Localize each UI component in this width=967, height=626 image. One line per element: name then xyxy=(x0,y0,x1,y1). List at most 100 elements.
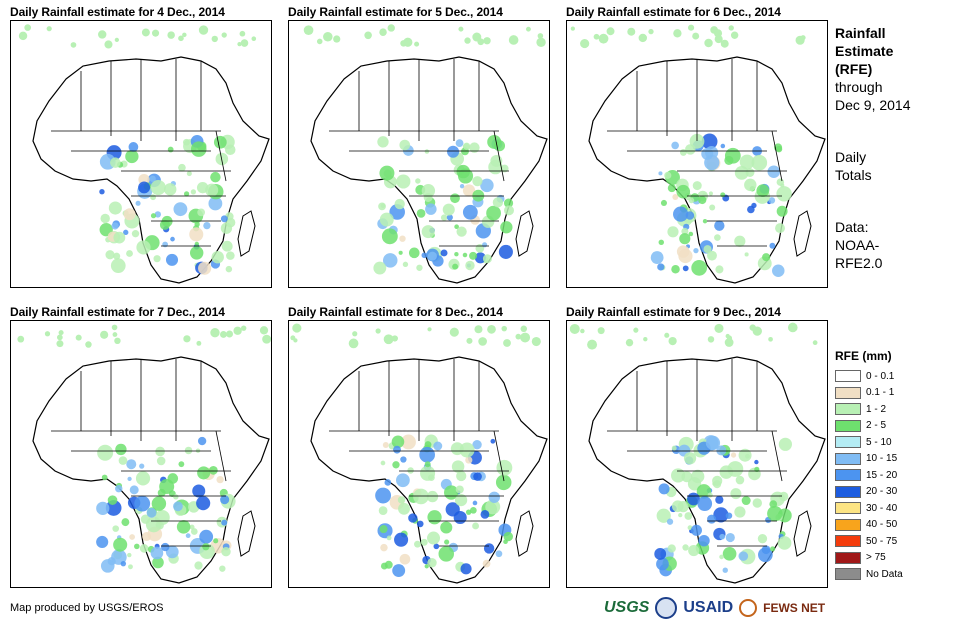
info-title-line: Rainfall xyxy=(835,25,886,41)
rain-cell xyxy=(725,532,735,543)
rain-cell xyxy=(466,337,473,344)
legend-item: 2 - 5 xyxy=(835,418,960,435)
map-panel-dec6: Daily Rainfall estimate for 6 Dec., 2014 xyxy=(566,4,828,288)
rain-cell xyxy=(728,25,734,31)
rain-cell xyxy=(386,535,392,541)
rain-cell xyxy=(182,32,187,38)
rain-cell xyxy=(408,247,420,259)
rain-cell xyxy=(450,193,460,204)
rain-cell xyxy=(400,40,407,47)
rain-cell xyxy=(593,33,600,40)
rain-cell xyxy=(503,198,514,208)
rain-cell xyxy=(427,531,441,545)
info-data-source: NOAA- xyxy=(835,237,880,253)
rain-cell xyxy=(398,250,403,255)
rain-cell xyxy=(183,191,190,197)
rain-cell xyxy=(493,140,506,152)
rain-cell xyxy=(495,474,512,491)
rain-cell xyxy=(474,252,486,264)
legend-label: 1 - 2 xyxy=(866,403,887,415)
rain-cell xyxy=(537,33,544,39)
rain-cell xyxy=(679,149,687,156)
rain-cell xyxy=(421,225,435,239)
rain-cell xyxy=(650,251,664,264)
rain-cell xyxy=(110,258,126,274)
legend-swatch xyxy=(835,485,861,498)
africa-outline xyxy=(588,56,826,284)
rain-cell xyxy=(219,565,226,572)
rain-cell xyxy=(472,522,480,530)
rain-cell xyxy=(379,28,387,36)
rain-cell xyxy=(688,197,695,204)
legend-item: 10 - 15 xyxy=(835,451,960,468)
agency-logos: USGS USAID FEWS NET xyxy=(604,594,825,622)
rain-cell xyxy=(710,26,718,34)
rain-cell xyxy=(776,186,792,202)
rain-cell xyxy=(705,435,721,451)
rain-cell xyxy=(469,142,480,153)
rain-cell xyxy=(643,336,648,342)
rain-cell xyxy=(134,495,151,512)
rain-cell xyxy=(113,252,121,260)
rain-cell xyxy=(688,544,700,557)
rain-cell xyxy=(100,213,110,224)
rain-cell xyxy=(197,466,211,480)
rain-cell xyxy=(205,183,219,197)
rain-cell xyxy=(520,332,531,343)
rain-cell xyxy=(681,227,689,235)
rain-cell xyxy=(398,502,410,515)
rain-cell xyxy=(730,488,742,500)
rain-cell xyxy=(716,445,727,456)
rain-cell xyxy=(446,214,453,221)
rain-cell xyxy=(587,339,598,350)
legend-item: 0.1 - 1 xyxy=(835,385,960,402)
rainfall-map xyxy=(288,20,550,288)
rain-cell xyxy=(135,200,141,206)
rain-cell xyxy=(687,477,702,491)
rain-cell xyxy=(173,501,183,512)
rain-cell xyxy=(463,142,471,150)
rain-cell xyxy=(719,554,724,560)
rain-cell xyxy=(190,189,197,195)
rain-cell xyxy=(209,465,218,475)
rain-cell xyxy=(380,562,388,570)
rain-cell xyxy=(237,42,242,47)
country-border xyxy=(215,430,227,482)
rain-cell xyxy=(707,336,715,343)
rain-cell xyxy=(787,322,798,333)
rain-cell xyxy=(112,332,118,337)
rain-cell xyxy=(714,220,725,231)
rain-cell xyxy=(671,141,679,150)
rain-cell xyxy=(671,445,677,451)
legend-item: No Data xyxy=(835,566,960,583)
map-panel-dec5: Daily Rainfall estimate for 5 Dec., 2014 xyxy=(288,4,550,288)
rain-cell xyxy=(399,139,411,151)
rain-cell xyxy=(316,38,323,45)
rain-cell xyxy=(352,331,358,337)
country-border xyxy=(771,130,783,182)
rain-cell xyxy=(220,495,230,505)
rain-cell xyxy=(454,224,459,230)
madagascar-outline xyxy=(237,210,256,257)
rain-cell xyxy=(56,334,63,341)
rain-cell xyxy=(458,168,474,184)
rain-cell xyxy=(400,456,407,463)
rainfall-field xyxy=(569,322,818,577)
legend-item: 50 - 75 xyxy=(835,533,960,550)
rain-cell xyxy=(120,560,127,567)
rain-cell xyxy=(210,171,221,183)
legend-label: 0.1 - 1 xyxy=(866,387,895,399)
rain-cell xyxy=(221,519,228,526)
rain-cell xyxy=(402,261,409,268)
rain-cell xyxy=(114,37,119,43)
rain-cell xyxy=(110,157,121,168)
rain-cell xyxy=(458,26,464,32)
rain-cell xyxy=(394,532,409,547)
rain-cell xyxy=(627,27,636,36)
rain-cell xyxy=(111,324,118,331)
rain-cell xyxy=(469,251,478,260)
rain-cell xyxy=(414,540,421,548)
rain-cell xyxy=(472,176,483,187)
rain-cell xyxy=(482,254,492,264)
info-title-line: (RFE) xyxy=(835,61,873,77)
